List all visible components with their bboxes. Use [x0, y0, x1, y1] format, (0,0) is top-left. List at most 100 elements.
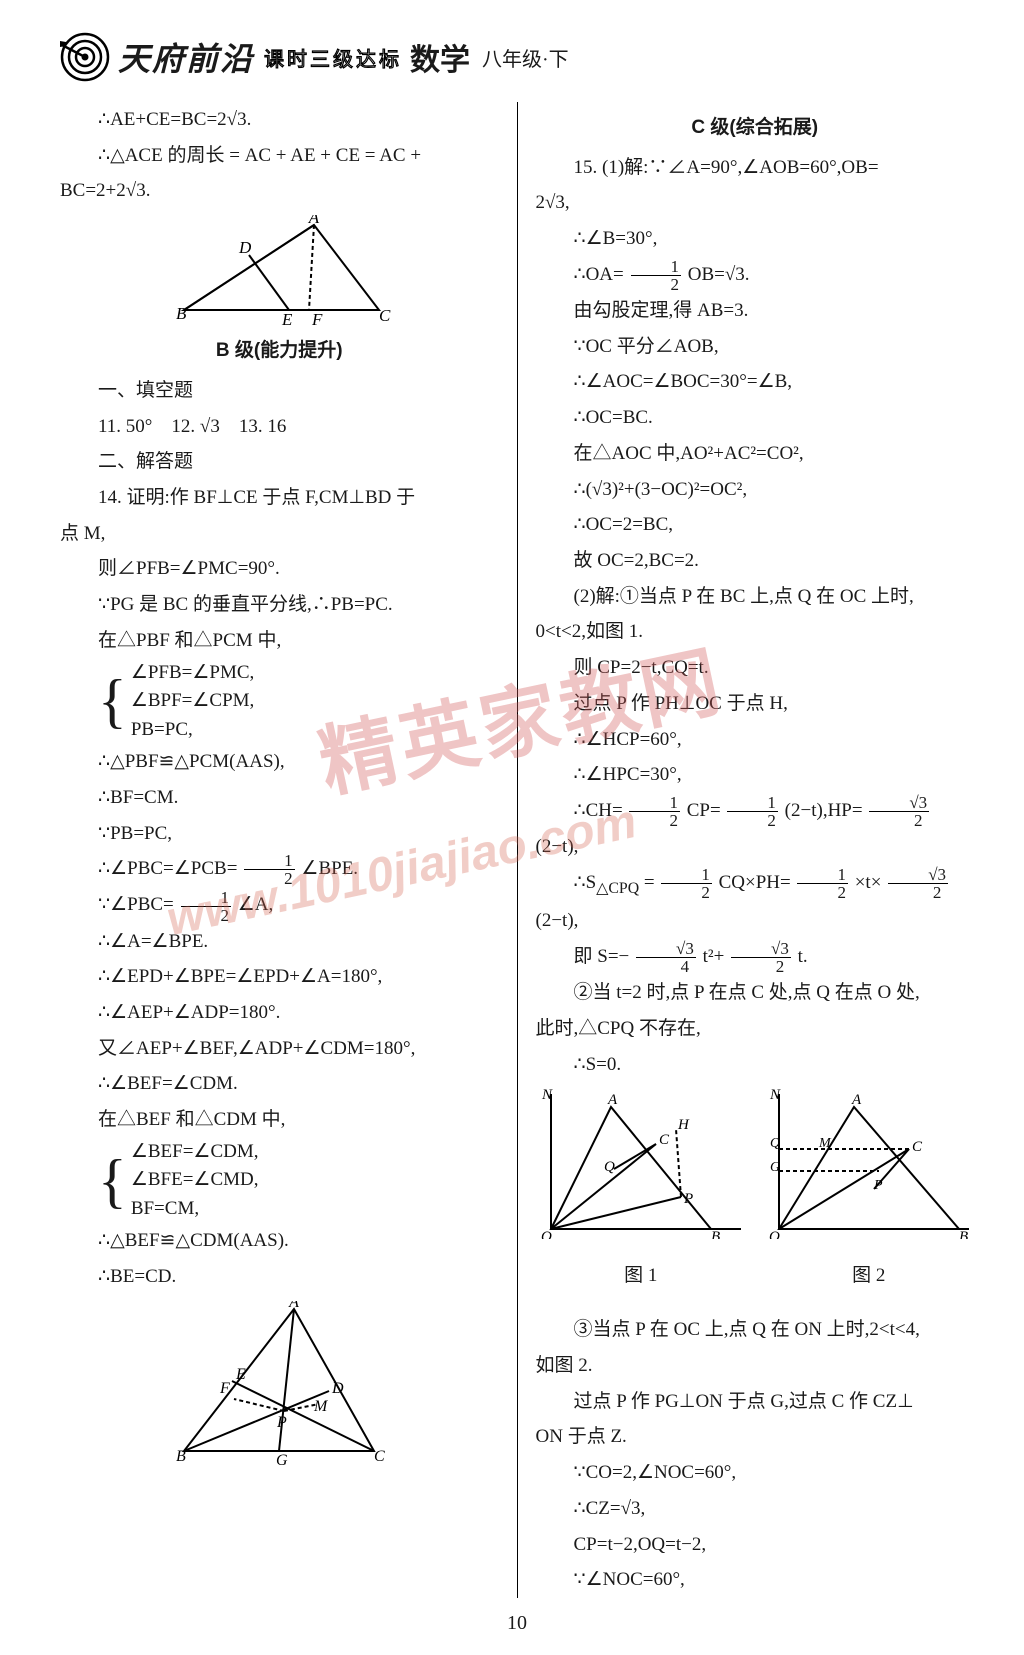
triangle-figure-1: A D B E F C: [164, 215, 394, 325]
text-line: ③当点 P 在 OC 上,点 Q 在 ON 上时,2<t<4,: [536, 1312, 975, 1348]
text-line: ∴S=0.: [536, 1047, 975, 1083]
text-line: ②当 t=2 时,点 P 在点 C 处,点 Q 在点 O 处,: [536, 975, 975, 1011]
svg-text:C: C: [374, 1448, 385, 1465]
text-line: ∴∠BEF=∠CDM.: [60, 1066, 499, 1102]
text-line: 由勾股定理,得 AB=3.: [536, 293, 975, 329]
fill-blank-title: 一、填空题: [60, 373, 499, 409]
text-line: ∵OC 平分∠AOB,: [536, 329, 975, 365]
left-column: ∴AE+CE=BC=2√3. ∴△ACE 的周长 = AC + AE + CE …: [60, 102, 518, 1598]
text-line: ∴CH= 12 CP= 12 (2−t),HP= √32 (2−t),: [536, 793, 975, 865]
text-line: 如图 2.: [536, 1348, 975, 1384]
text-line: 15. (1)解:∵∠A=90°,∠AOB=60°,OB=: [536, 150, 975, 186]
text-line: ∴∠HPC=30°,: [536, 757, 975, 793]
svg-text:D: D: [331, 1380, 344, 1397]
q11: 11. 50°: [98, 416, 152, 437]
text-line: ∴(√3)²+(3−OC)²=OC²,: [536, 472, 975, 508]
fig2-caption: 图 2: [764, 1258, 974, 1294]
svg-text:P: P: [276, 1414, 287, 1431]
content-columns: ∴AE+CE=BC=2√3. ∴△ACE 的周长 = AC + AE + CE …: [60, 102, 974, 1598]
text-line: 此时,△CPQ 不存在,: [536, 1011, 975, 1047]
svg-text:O: O: [541, 1229, 552, 1239]
text-line: ∴CZ=√3,: [536, 1491, 975, 1527]
text-line: (2)解:①当点 P 在 BC 上,点 Q 在 OC 上时,: [536, 579, 975, 615]
q12: 12. √3: [171, 416, 219, 437]
fig1-caption: 图 1: [536, 1258, 746, 1294]
svg-text:B: B: [176, 304, 187, 323]
text-line: 又∠AEP+∠BEF,∠ADP+∠CDM=180°,: [60, 1031, 499, 1067]
svg-text:C: C: [659, 1132, 670, 1148]
svg-text:N: N: [769, 1089, 781, 1103]
coord-figure-1: N A C H Q P O B: [536, 1089, 746, 1239]
brace-line: ∠BEF=∠CDM,: [131, 1138, 259, 1167]
brace-line: PB=PC,: [131, 716, 254, 745]
text-line: ∴OC=2=BC,: [536, 507, 975, 543]
text-line: ∴∠EPD+∠BPE=∠EPD+∠A=180°,: [60, 959, 499, 995]
brace-line: BF=CM,: [131, 1195, 259, 1224]
text-line: ∴BF=CM.: [60, 780, 499, 816]
text-line: 过点 P 作 PH⊥OC 于点 H,: [536, 686, 975, 722]
svg-text:G: G: [770, 1160, 780, 1175]
text-line: 过点 P 作 PG⊥ON 于点 G,过点 C 作 CZ⊥: [536, 1384, 975, 1420]
svg-text:H: H: [677, 1117, 690, 1133]
text-line: ∴OA= 12 OB=√3.: [536, 257, 975, 293]
text-line: 在△PBF 和△PCM 中,: [60, 623, 499, 659]
text-line: ∴∠HCP=60°,: [536, 722, 975, 758]
svg-text:B: B: [711, 1229, 720, 1239]
text-line: ∴BE=CD.: [60, 1259, 499, 1295]
answers-11-13: 11. 50° 12. √3 13. 16: [60, 409, 499, 445]
svg-text:O: O: [769, 1229, 780, 1239]
text-line: ∴△BEF≌△CDM(AAS).: [60, 1223, 499, 1259]
brace-system-2: { ∠BEF=∠CDM, ∠BFE=∠CMD, BF=CM,: [98, 1138, 499, 1224]
svg-text:Q: Q: [770, 1136, 780, 1151]
text-line: ∴∠B=30°,: [536, 221, 975, 257]
text-line: 点 M,: [60, 516, 499, 552]
text-line: ∵∠PBC= 12 ∠A,: [60, 887, 499, 923]
brace-line: ∠BPF=∠CPM,: [131, 687, 254, 716]
text-line: ∴∠PBC=∠PCB= 12 ∠BPE.: [60, 851, 499, 887]
text-line: ∵PB=PC,: [60, 816, 499, 852]
page-number: 10: [60, 1612, 974, 1635]
svg-text:M: M: [818, 1136, 832, 1151]
svg-text:N: N: [541, 1089, 553, 1103]
text-line: ∴∠A=∠BPE.: [60, 924, 499, 960]
left-brace-icon: {: [98, 1151, 127, 1211]
svg-text:P: P: [873, 1178, 883, 1193]
text-line: 故 OC=2,BC=2.: [536, 543, 975, 579]
subject: 数学: [410, 35, 470, 79]
subtitle: 课时三级达标: [264, 43, 402, 72]
text-line: ∴S△CPQ = 12 CQ×PH= 12 ×t× √32 (2−t),: [536, 865, 975, 939]
text-line: BC=2+2√3.: [60, 173, 499, 209]
figure-row: N A C H Q P O B 图 1: [536, 1083, 975, 1313]
svg-text:B: B: [959, 1229, 968, 1239]
coord-figure-2: N A C Q M G P O B: [764, 1089, 974, 1239]
text-line: ∵∠NOC=60°,: [536, 1562, 975, 1598]
text-line: ∴△PBF≌△PCM(AAS),: [60, 744, 499, 780]
grade-level: 八年级·下: [482, 43, 569, 72]
brace-line: ∠PFB=∠PMC,: [131, 659, 254, 688]
svg-text:A: A: [607, 1092, 618, 1108]
text-line: 0<t<2,如图 1.: [536, 614, 975, 650]
svg-text:G: G: [276, 1452, 288, 1466]
right-column: C 级(综合拓展) 15. (1)解:∵∠A=90°,∠AOB=60°,OB= …: [518, 102, 975, 1598]
svg-text:C: C: [379, 306, 391, 325]
left-brace-icon: {: [98, 671, 127, 731]
brace-line: ∠BFE=∠CMD,: [131, 1166, 259, 1195]
svg-text:M: M: [313, 1398, 329, 1415]
text-line: 14. 证明:作 BF⊥CE 于点 F,CM⊥BD 于: [60, 480, 499, 516]
svg-text:C: C: [912, 1139, 923, 1155]
svg-text:A: A: [851, 1092, 862, 1108]
text-line: 则 CP=2−t,CQ=t.: [536, 650, 975, 686]
text-line: 在△BEF 和△CDM 中,: [60, 1102, 499, 1138]
text-line: CP=t−2,OQ=t−2,: [536, 1527, 975, 1563]
svg-text:Q: Q: [604, 1159, 615, 1175]
svg-text:B: B: [176, 1448, 186, 1465]
triangle-figure-2: A B C G F E D M P: [164, 1301, 394, 1466]
svg-text:F: F: [219, 1380, 230, 1397]
answer-title: 二、解答题: [60, 444, 499, 480]
section-c-title: C 级(综合拓展): [536, 110, 975, 146]
text-line: 则∠PFB=∠PMC=90°.: [60, 551, 499, 587]
svg-text:P: P: [683, 1191, 693, 1207]
text-line: 2√3,: [536, 185, 975, 221]
brace-system-1: { ∠PFB=∠PMC, ∠BPF=∠CPM, PB=PC,: [98, 659, 499, 745]
text-line: ∵CO=2,∠NOC=60°,: [536, 1455, 975, 1491]
